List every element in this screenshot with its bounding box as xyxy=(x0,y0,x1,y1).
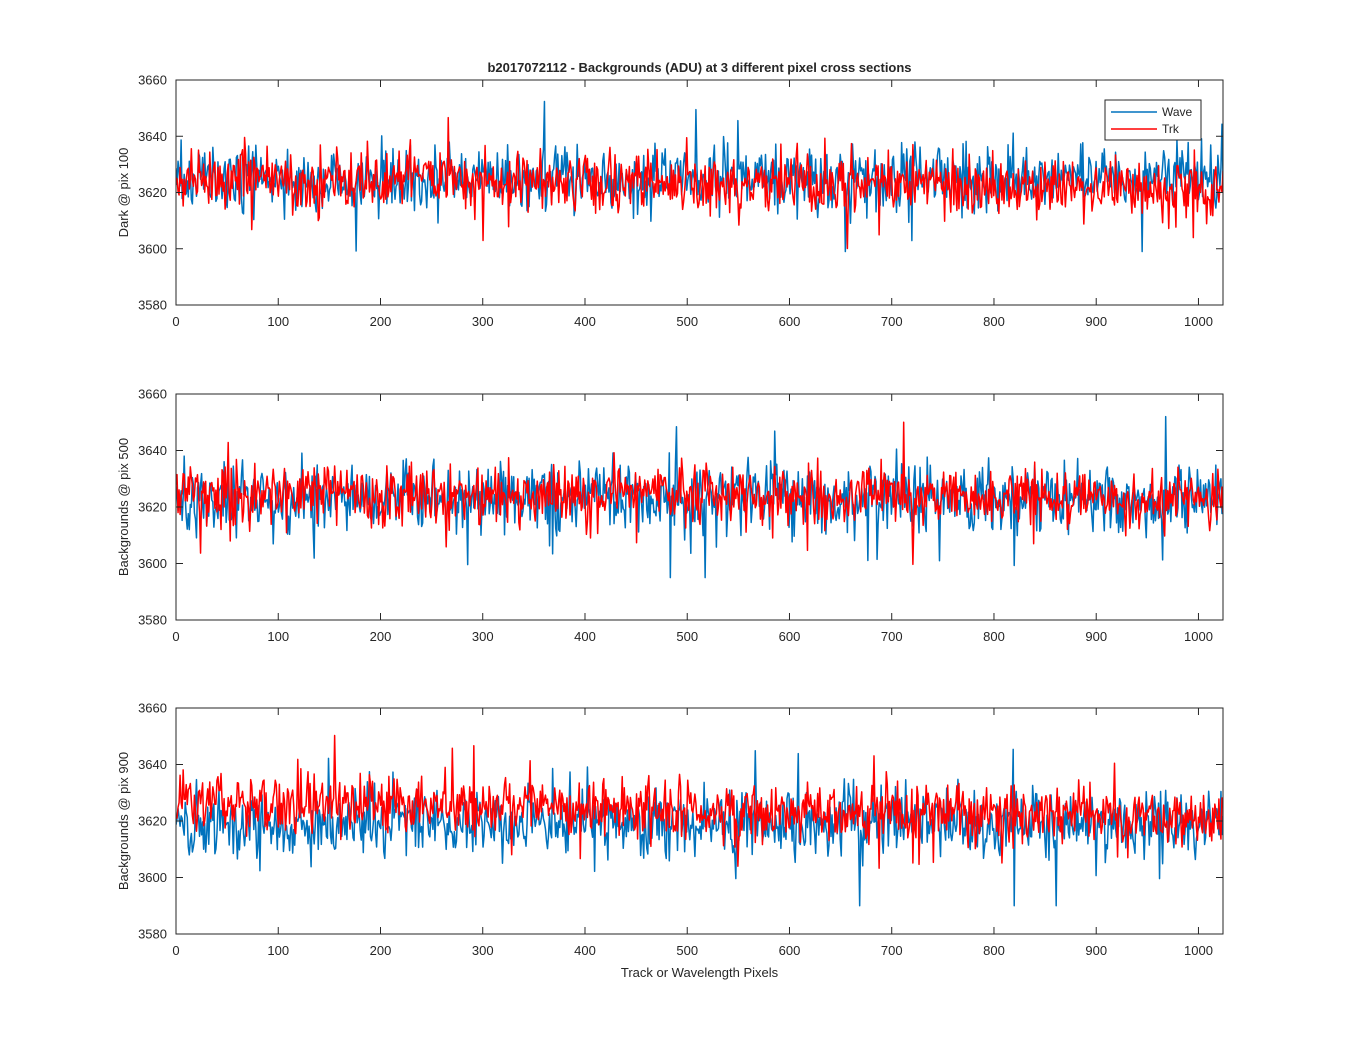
legend-label-wave: Wave xyxy=(1162,105,1193,119)
x-tick-label: 400 xyxy=(574,629,596,644)
y-tick-label: 3660 xyxy=(138,387,167,402)
x-tick-label: 800 xyxy=(983,314,1005,329)
y-tick-label: 3600 xyxy=(138,870,167,885)
y-tick-label: 3600 xyxy=(138,556,167,571)
y-tick-label: 3640 xyxy=(138,129,167,144)
series-line-trk-1 xyxy=(176,116,1223,250)
x-tick-label: 0 xyxy=(172,314,179,329)
x-tick-label: 200 xyxy=(370,314,392,329)
x-tick-label: 0 xyxy=(172,943,179,958)
y-axis-label: Dark @ pix 100 xyxy=(116,148,131,238)
x-tick-label: 400 xyxy=(574,943,596,958)
x-tick-label: 1000 xyxy=(1184,943,1213,958)
x-tick-label: 400 xyxy=(574,314,596,329)
x-tick-label: 500 xyxy=(676,314,698,329)
legend: Wave Trk xyxy=(1104,99,1202,141)
y-tick-label: 3580 xyxy=(138,298,167,313)
x-tick-label: 900 xyxy=(1085,629,1107,644)
x-tick-label: 500 xyxy=(676,943,698,958)
series-line-trk-3 xyxy=(176,734,1223,870)
x-tick-label: 100 xyxy=(267,629,289,644)
x-tick-label: 300 xyxy=(472,629,494,644)
x-tick-label: 300 xyxy=(472,943,494,958)
x-tick-label: 600 xyxy=(779,943,801,958)
x-tick-label: 700 xyxy=(881,314,903,329)
series-line-wave-2 xyxy=(176,415,1223,579)
y-tick-label: 3660 xyxy=(138,701,167,716)
y-tick-label: 3620 xyxy=(138,185,167,200)
x-axis-label: Track or Wavelength Pixels xyxy=(621,965,779,980)
y-tick-label: 3660 xyxy=(138,73,167,88)
x-tick-label: 700 xyxy=(881,629,903,644)
x-tick-label: 100 xyxy=(267,314,289,329)
y-tick-label: 3620 xyxy=(138,814,167,829)
subplot-2: 0 100 200 300 400 500 600 700 800 900 1000 3580 3600… xyxy=(116,387,1224,644)
x-tick-label: 200 xyxy=(370,943,392,958)
subplot-3: 0 100 200 300 400 500 600 700 800 900 1000 3580 3600… xyxy=(116,701,1224,980)
y-tick-label: 3640 xyxy=(138,757,167,772)
y-tick-label: 3580 xyxy=(138,927,167,942)
x-tick-label: 600 xyxy=(779,629,801,644)
series-line-trk-2 xyxy=(176,421,1223,566)
x-tick-label: 700 xyxy=(881,943,903,958)
chart-title: b2017072112 - Backgrounds (ADU) at 3 dif… xyxy=(487,60,911,75)
y-axis-label: Backgrounds @ pix 500 xyxy=(116,438,131,576)
x-tick-label: 1000 xyxy=(1184,629,1213,644)
x-tick-label: 600 xyxy=(779,314,801,329)
x-tick-label: 300 xyxy=(472,314,494,329)
subplot-1: 0 100 200 300 400 500 600 700 800 900 1000 3580 3600… xyxy=(116,60,1224,329)
y-tick-label: 3580 xyxy=(138,613,167,628)
x-tick-label: 100 xyxy=(267,943,289,958)
y-tick-label: 3640 xyxy=(138,443,167,458)
legend-box xyxy=(1104,99,1202,141)
x-tick-label: 0 xyxy=(172,629,179,644)
x-tick-label: 900 xyxy=(1085,943,1107,958)
plot-area xyxy=(176,394,1223,620)
x-tick-label: 500 xyxy=(676,629,698,644)
legend-label-trk: Trk xyxy=(1162,122,1180,136)
y-tick-label: 3620 xyxy=(138,500,167,515)
y-tick-label: 3600 xyxy=(138,241,167,256)
x-tick-label: 800 xyxy=(983,629,1005,644)
x-tick-label: 1000 xyxy=(1184,314,1213,329)
x-tick-label: 800 xyxy=(983,943,1005,958)
x-tick-label: 900 xyxy=(1085,314,1107,329)
y-axis-label: Backgrounds @ pix 900 xyxy=(116,752,131,890)
x-tick-label: 200 xyxy=(370,629,392,644)
